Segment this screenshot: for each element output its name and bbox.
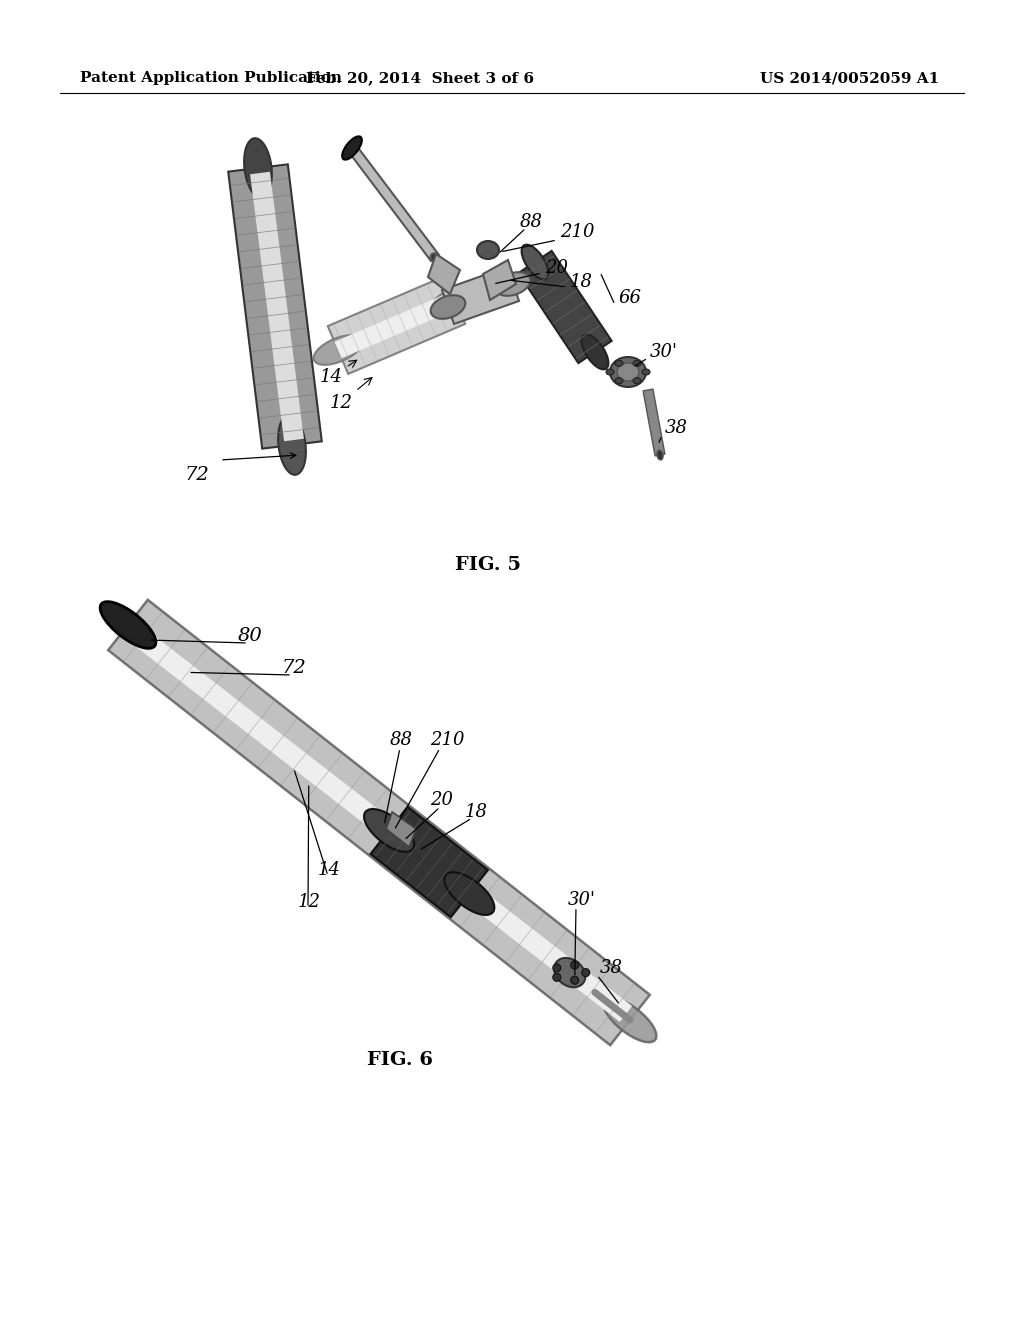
Polygon shape [483,260,516,300]
Ellipse shape [582,335,608,370]
Text: Patent Application Publication: Patent Application Publication [80,71,342,84]
Text: 20: 20 [545,259,568,277]
Ellipse shape [603,998,656,1043]
Ellipse shape [633,360,641,367]
Text: 210: 210 [430,731,465,748]
Ellipse shape [606,370,614,375]
Polygon shape [335,292,459,358]
Ellipse shape [244,139,272,198]
Text: 14: 14 [319,360,356,385]
Text: 20: 20 [430,791,453,809]
Text: 72: 72 [185,466,210,484]
Ellipse shape [615,378,623,384]
Polygon shape [643,389,665,455]
Ellipse shape [431,253,439,263]
Circle shape [570,977,579,985]
Polygon shape [250,172,304,441]
Text: 30': 30' [650,343,678,360]
Ellipse shape [496,272,530,296]
Ellipse shape [279,416,306,475]
Ellipse shape [100,602,156,648]
Text: 66: 66 [618,289,641,308]
Ellipse shape [477,242,499,259]
Circle shape [553,964,561,972]
Text: 88: 88 [520,213,543,231]
Text: US 2014/0052059 A1: US 2014/0052059 A1 [760,71,939,84]
Polygon shape [386,812,416,847]
Text: FIG. 5: FIG. 5 [455,556,521,574]
Ellipse shape [431,285,479,315]
Ellipse shape [431,296,465,319]
Ellipse shape [342,136,361,160]
Polygon shape [109,599,650,1045]
Ellipse shape [657,450,664,459]
Text: 18: 18 [570,273,593,290]
Text: 30': 30' [568,891,596,909]
Polygon shape [348,145,439,261]
Ellipse shape [610,356,646,387]
Text: 38: 38 [665,418,688,437]
Polygon shape [518,251,611,363]
Text: 12: 12 [298,894,321,911]
Polygon shape [126,623,632,1022]
Text: 80: 80 [238,627,263,645]
Text: 210: 210 [560,223,595,242]
Circle shape [582,969,590,977]
Text: 18: 18 [465,803,488,821]
Polygon shape [428,253,460,294]
Text: FIG. 6: FIG. 6 [367,1051,433,1069]
Text: 38: 38 [600,960,623,977]
Ellipse shape [521,244,549,280]
Text: 72: 72 [282,659,307,677]
Ellipse shape [313,335,362,364]
Text: 88: 88 [390,731,413,748]
Circle shape [553,973,561,981]
Text: 12: 12 [330,378,372,412]
Ellipse shape [617,363,639,381]
Ellipse shape [101,603,155,647]
Ellipse shape [444,873,495,915]
Polygon shape [328,276,465,374]
Polygon shape [228,165,322,449]
Ellipse shape [642,370,650,375]
Polygon shape [442,267,519,323]
Ellipse shape [554,958,586,987]
Polygon shape [371,807,487,917]
Ellipse shape [633,378,641,384]
Text: Feb. 20, 2014  Sheet 3 of 6: Feb. 20, 2014 Sheet 3 of 6 [306,71,534,84]
Ellipse shape [364,809,414,851]
Circle shape [570,961,579,969]
Text: 14: 14 [318,861,341,879]
Ellipse shape [615,360,623,367]
